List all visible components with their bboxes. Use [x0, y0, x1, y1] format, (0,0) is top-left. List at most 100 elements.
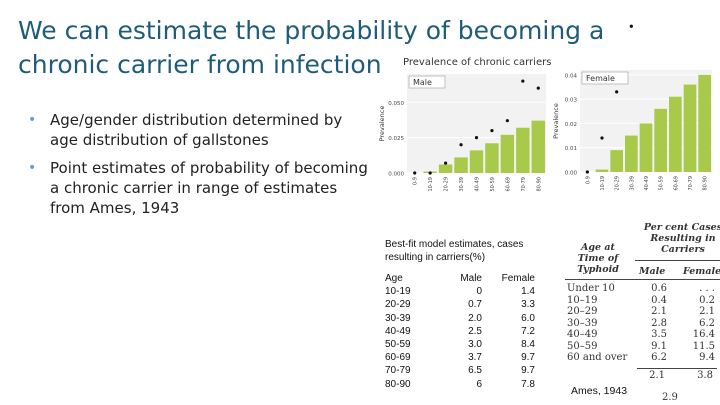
x-tick-label: 0-9	[413, 177, 419, 185]
table-row: 10-19 0 1.4	[385, 285, 535, 298]
male-chart-svg: 0.000 0.025 0.050 0-9 10-19 20-29 30-39 40-49 50…	[378, 74, 546, 192]
bar	[698, 74, 711, 172]
y-tick-label: 0.02	[565, 122, 577, 128]
table-row: 40–49 3.5 16.4	[567, 329, 720, 341]
header-male: Male	[460, 273, 482, 284]
cell-female: 11.5	[692, 340, 715, 352]
cell-age: 20-29	[385, 299, 411, 311]
cell-female: 7.8	[521, 378, 535, 390]
bar	[654, 108, 667, 172]
cell-age: 40-49	[385, 325, 411, 337]
x-tick-label: 80-90	[703, 176, 709, 191]
cell-age: 70-79	[385, 365, 411, 377]
cell-female: 3.3	[521, 299, 535, 311]
cell-age: 50–59	[567, 340, 598, 352]
table-row: 60 and over 6.2 9.4	[567, 352, 720, 364]
data-point	[413, 171, 417, 175]
table-row: 30-39 2.0 6.0	[385, 312, 535, 325]
slide-title: We can estimate the probability of becom…	[18, 16, 605, 79]
table-row: 50–59 9.1 11.5	[567, 341, 720, 353]
table-row: 10–19 0.4 0.2	[567, 295, 720, 307]
x-tick-label: 60-69	[673, 176, 679, 191]
bar	[500, 134, 515, 173]
y-tick-label: 0.01	[565, 146, 577, 152]
model-table-header: Age Male Female	[385, 272, 535, 285]
table-row: 30–39 2.8 6.2	[567, 318, 720, 330]
cell-female: 2.1	[699, 306, 715, 317]
cell-age: 60 and over	[567, 352, 628, 363]
table-row: 50-59 3.0 8.4	[385, 338, 535, 351]
data-point	[585, 170, 589, 174]
male-prevalence-chart: 0.000 0.025 0.050 0-9 10-19 20-29 30-39 40-49 50…	[375, 72, 550, 197]
cell-female: . . .	[699, 283, 715, 294]
cell-female: 16.4	[692, 329, 715, 340]
cell-male: 6.2	[651, 352, 667, 363]
cell-female: 6.2	[699, 317, 715, 329]
data-point	[521, 79, 525, 83]
bar	[683, 84, 697, 172]
cell-age: 60-69	[385, 352, 411, 364]
bar	[438, 164, 453, 173]
cell-female: 8.4	[521, 339, 535, 351]
ames-sub-female: Female	[683, 266, 720, 277]
y-axis-label: Prevalence	[378, 106, 386, 142]
cell-female: 9.7	[521, 352, 535, 364]
cell-male: 0.7	[468, 299, 482, 311]
x-tick-label: 10-19	[428, 177, 434, 192]
bar	[454, 157, 468, 173]
cell-age: 80-90	[385, 378, 411, 390]
header-age: Age	[385, 273, 403, 284]
data-point	[444, 161, 448, 165]
y-tick-label: 0.04	[565, 73, 578, 79]
y-tick-label: 0.050	[388, 101, 404, 107]
bar	[625, 135, 638, 172]
ames-sub-male: Male	[639, 266, 666, 277]
bar	[595, 169, 609, 172]
cell-male: 6.5	[468, 365, 482, 377]
cell-male: 0.4	[651, 294, 667, 306]
data-point	[474, 136, 479, 140]
ames-total-rule	[637, 368, 717, 369]
panel-label-box	[581, 71, 629, 85]
data-point	[600, 136, 604, 140]
table-row: Under 10 0.6 . . .	[567, 283, 720, 295]
header-female: Female	[501, 273, 535, 284]
ames-header-rule	[565, 279, 720, 280]
cell-age: 30-39	[385, 312, 411, 324]
table-row: 40-49 2.5 7.2	[385, 325, 535, 338]
data-point	[505, 119, 509, 123]
cell-female: 9.7	[521, 365, 535, 377]
x-tick-label: 50-59	[659, 176, 665, 191]
x-tick-label: 80-90	[536, 177, 542, 192]
ames-credit: Ames, 1943	[571, 385, 628, 397]
bar	[639, 123, 653, 172]
ames-total-female: 3.8	[697, 370, 713, 381]
cell-male: 0	[476, 286, 482, 298]
table-row: 20-29 0.7 3.3	[385, 298, 535, 311]
cell-age: 20–29	[567, 306, 598, 317]
y-tick-label: 0.025	[388, 136, 404, 142]
cell-male: 6	[476, 378, 482, 390]
cell-age: 50-59	[385, 339, 411, 351]
x-tick-label: 0-9	[585, 176, 591, 184]
data-point	[536, 86, 540, 90]
x-tick-label: 70-79	[521, 177, 527, 192]
data-point	[629, 24, 633, 28]
cell-age: 40–49	[567, 329, 598, 340]
bar	[485, 143, 499, 173]
x-tick-label: 40-49	[475, 177, 481, 192]
ames-grand-total: 2.9	[662, 392, 678, 403]
female-chart-svg: 0.00 0.01 0.02 0.03 0.04 0-9 10-19 20-29 30-39 40…	[552, 24, 712, 191]
cell-age: Under 10	[567, 283, 615, 294]
cell-age: 30–39	[567, 317, 598, 329]
cell-female: 1.4	[521, 286, 535, 298]
cell-female: 9.4	[699, 352, 715, 363]
ames-total-male: 2.1	[649, 370, 665, 381]
ames-rows: Under 10 0.6 . . . 10–19 0.4 0.2 20–29 2.1 2.1…	[567, 283, 720, 364]
panel-title: Male	[413, 78, 432, 87]
model-table: Age Male Female 10-19 0 1.4 20-29 0.7 3.3 30…	[385, 272, 535, 391]
bar	[610, 150, 623, 172]
x-tick-label: 20-29	[444, 177, 450, 192]
y-tick-label: 0.000	[388, 172, 404, 178]
cell-male: 3.5	[651, 329, 667, 340]
